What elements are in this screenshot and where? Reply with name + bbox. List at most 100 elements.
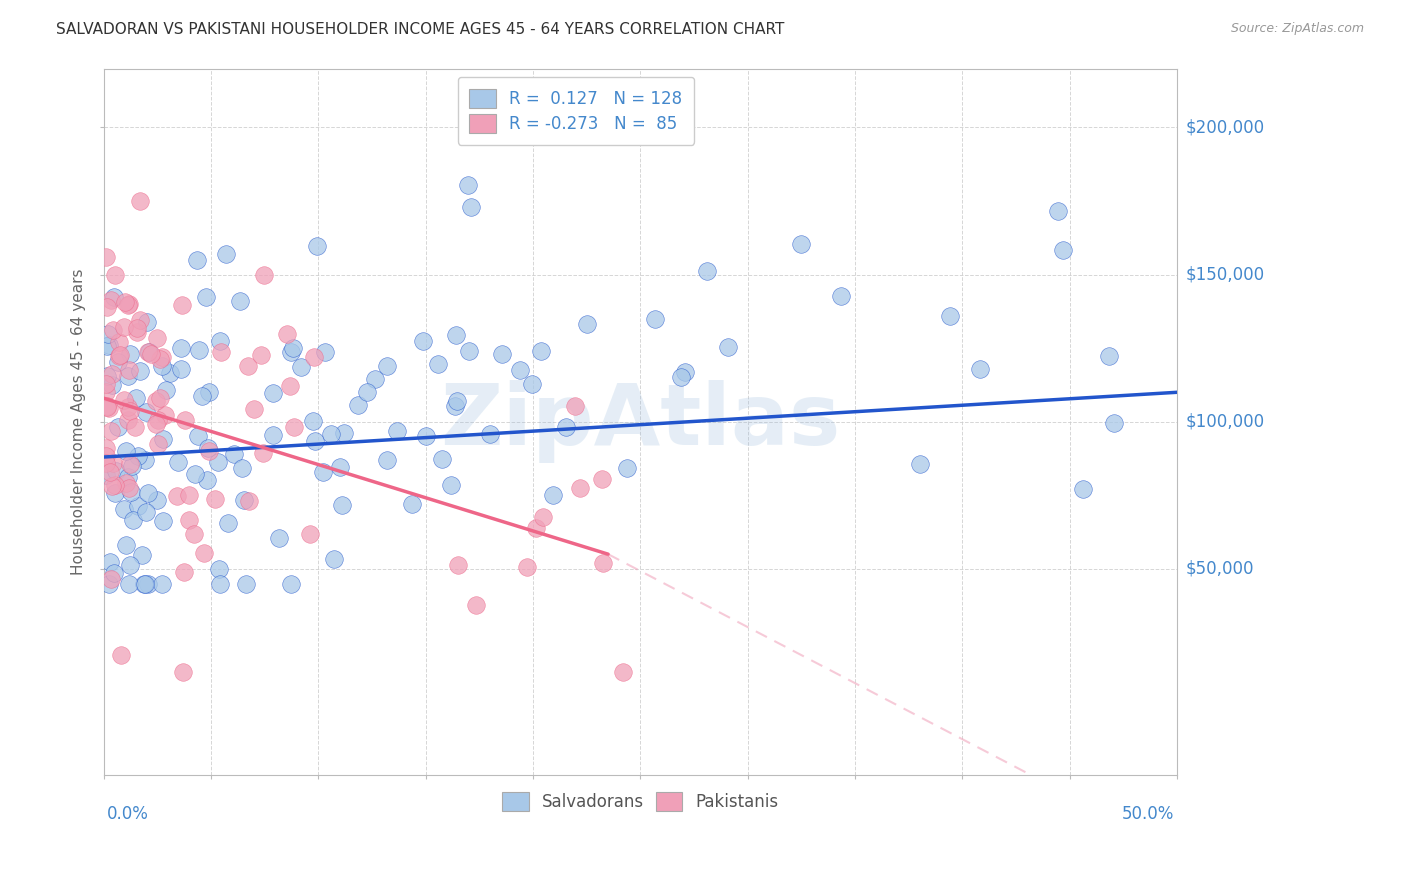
Point — [107, 419, 129, 434]
Point — [717, 340, 740, 354]
Point — [276, 327, 298, 342]
Point — [267, 532, 290, 546]
Point — [174, 413, 197, 427]
Point — [145, 331, 167, 345]
Point — [98, 465, 121, 479]
Point — [167, 455, 190, 469]
Point — [191, 389, 214, 403]
Point — [184, 467, 207, 481]
Point — [307, 239, 329, 253]
Point — [302, 414, 325, 428]
Point — [118, 481, 141, 495]
Point — [209, 345, 232, 359]
Point — [150, 576, 173, 591]
Point — [333, 425, 356, 440]
Point — [457, 178, 479, 192]
Point — [209, 334, 232, 349]
Text: 50.0%: 50.0% — [1122, 805, 1174, 823]
Point — [569, 481, 592, 495]
Point — [304, 434, 326, 448]
Point — [235, 576, 257, 591]
Point — [131, 548, 153, 562]
Point — [103, 290, 125, 304]
Point — [125, 326, 148, 340]
Text: $200,000: $200,000 — [1185, 119, 1264, 136]
Point — [312, 465, 335, 479]
Point — [117, 298, 139, 312]
Point — [96, 368, 118, 383]
Point — [526, 521, 548, 535]
Point — [120, 403, 142, 417]
Point — [644, 312, 666, 326]
Point — [152, 514, 174, 528]
Point — [94, 449, 117, 463]
Point — [100, 425, 122, 439]
Point — [193, 546, 215, 560]
Point — [541, 488, 564, 502]
Point — [150, 359, 173, 373]
Point — [128, 194, 150, 208]
Point — [94, 442, 117, 456]
Point — [97, 326, 120, 341]
Text: $50,000: $50,000 — [1185, 560, 1254, 578]
Point — [152, 432, 174, 446]
Point — [564, 399, 586, 413]
Point — [1102, 416, 1125, 430]
Text: ZipAtlas: ZipAtlas — [440, 380, 841, 463]
Point — [236, 359, 259, 373]
Point — [592, 556, 614, 570]
Point — [97, 401, 120, 415]
Point — [789, 236, 811, 251]
Point — [673, 365, 696, 379]
Point — [229, 293, 252, 308]
Point — [460, 200, 482, 214]
Point — [153, 408, 176, 422]
Point — [591, 472, 613, 486]
Point — [183, 527, 205, 541]
Point — [363, 372, 385, 386]
Point — [280, 576, 302, 591]
Point — [114, 538, 136, 552]
Point — [155, 383, 177, 397]
Point — [238, 494, 260, 508]
Point — [323, 552, 346, 566]
Point — [108, 334, 131, 349]
Point — [117, 470, 139, 484]
Point — [197, 441, 219, 455]
Point — [908, 457, 931, 471]
Point — [118, 296, 141, 310]
Point — [124, 420, 146, 434]
Point — [554, 419, 576, 434]
Point — [108, 347, 131, 361]
Point — [440, 477, 463, 491]
Point — [117, 400, 139, 414]
Point — [1071, 482, 1094, 496]
Point — [104, 268, 127, 283]
Point — [447, 558, 470, 573]
Point — [696, 263, 718, 277]
Point — [100, 367, 122, 381]
Point — [125, 321, 148, 335]
Point — [198, 385, 221, 400]
Point — [243, 402, 266, 417]
Point — [207, 455, 229, 469]
Point — [444, 328, 467, 343]
Point — [283, 420, 305, 434]
Point — [150, 350, 173, 364]
Point — [159, 367, 181, 381]
Point — [446, 394, 468, 409]
Point — [612, 665, 634, 679]
Point — [1098, 349, 1121, 363]
Point — [94, 250, 117, 264]
Point — [575, 318, 598, 332]
Point — [112, 501, 135, 516]
Point — [104, 486, 127, 500]
Point — [146, 413, 169, 427]
Point — [231, 461, 253, 475]
Point — [186, 252, 208, 267]
Point — [97, 338, 120, 352]
Point — [173, 565, 195, 579]
Point — [444, 399, 467, 413]
Text: Source: ZipAtlas.com: Source: ZipAtlas.com — [1230, 22, 1364, 36]
Point — [187, 343, 209, 357]
